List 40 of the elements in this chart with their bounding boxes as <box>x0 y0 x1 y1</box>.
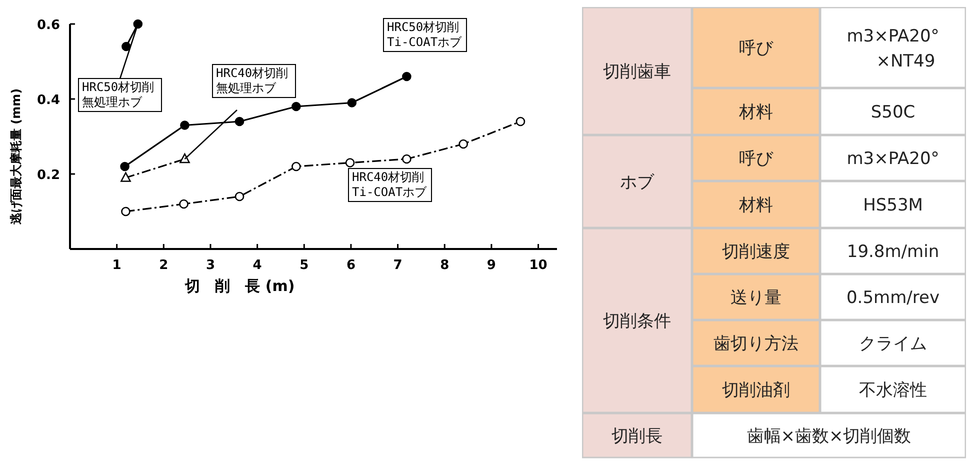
text: 呼び <box>739 149 774 169</box>
y-axis-title: 逃げ面最大摩耗量 (mm) <box>9 88 23 226</box>
text: HRC40材切削無処理ホブ <box>212 64 296 98</box>
text: 呼び <box>739 38 774 58</box>
x-tick-label: 3 <box>206 258 216 273</box>
text: 材料 <box>738 196 773 216</box>
x-tick-label: 10 <box>529 258 548 273</box>
text: S50C <box>870 102 916 122</box>
text: 切削油剤 <box>722 380 790 400</box>
text: HS53M <box>863 196 923 216</box>
x-tick-label: 8 <box>440 258 450 273</box>
series-label: HRC40材切削 Ti-COATホブ <box>348 168 432 202</box>
text: 0.5mm/rev <box>846 288 940 308</box>
text: 切削速度 <box>722 242 790 262</box>
x-tick-label: 6 <box>346 258 356 273</box>
text: m3×PA20° <box>846 149 940 169</box>
text: HRC50材切削 Ti-COATホブ <box>383 18 467 52</box>
text: 不水溶性 <box>859 380 927 400</box>
text: 切削歯車 <box>603 62 671 82</box>
x-tick-label: 1 <box>112 258 122 273</box>
text: 材料 <box>738 102 773 122</box>
x-tick-label: 4 <box>252 258 262 273</box>
x-tick-label: 9 <box>486 258 496 273</box>
x-tick-label: 7 <box>393 258 402 273</box>
text: 切削条件 <box>603 312 671 332</box>
text: 切削長 <box>612 426 662 446</box>
text: m3×PA20° ×NT49 <box>846 26 940 72</box>
text: HRC50材切削無処理ホブ <box>78 78 162 112</box>
y-tick-label: 0.2 <box>36 168 60 183</box>
text: 歯切り方法 <box>714 334 798 354</box>
y-tick-label: 0.4 <box>36 93 60 108</box>
text: ホブ <box>620 172 655 192</box>
text: クライム <box>859 334 927 354</box>
text: 送り量 <box>730 288 782 308</box>
x-axis-title: 切 削 長 (m) <box>184 277 295 295</box>
x-tick-label: 5 <box>300 258 309 273</box>
x-tick-label: 2 <box>159 258 168 273</box>
text: 19.8m/min <box>846 242 940 262</box>
y-tick-label: 0.6 <box>36 18 60 33</box>
text: 歯幅×歯数×切削個数 <box>746 426 912 446</box>
